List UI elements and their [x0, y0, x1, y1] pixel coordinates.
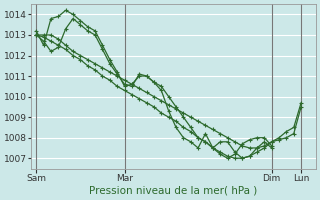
- X-axis label: Pression niveau de la mer( hPa ): Pression niveau de la mer( hPa ): [90, 186, 258, 196]
